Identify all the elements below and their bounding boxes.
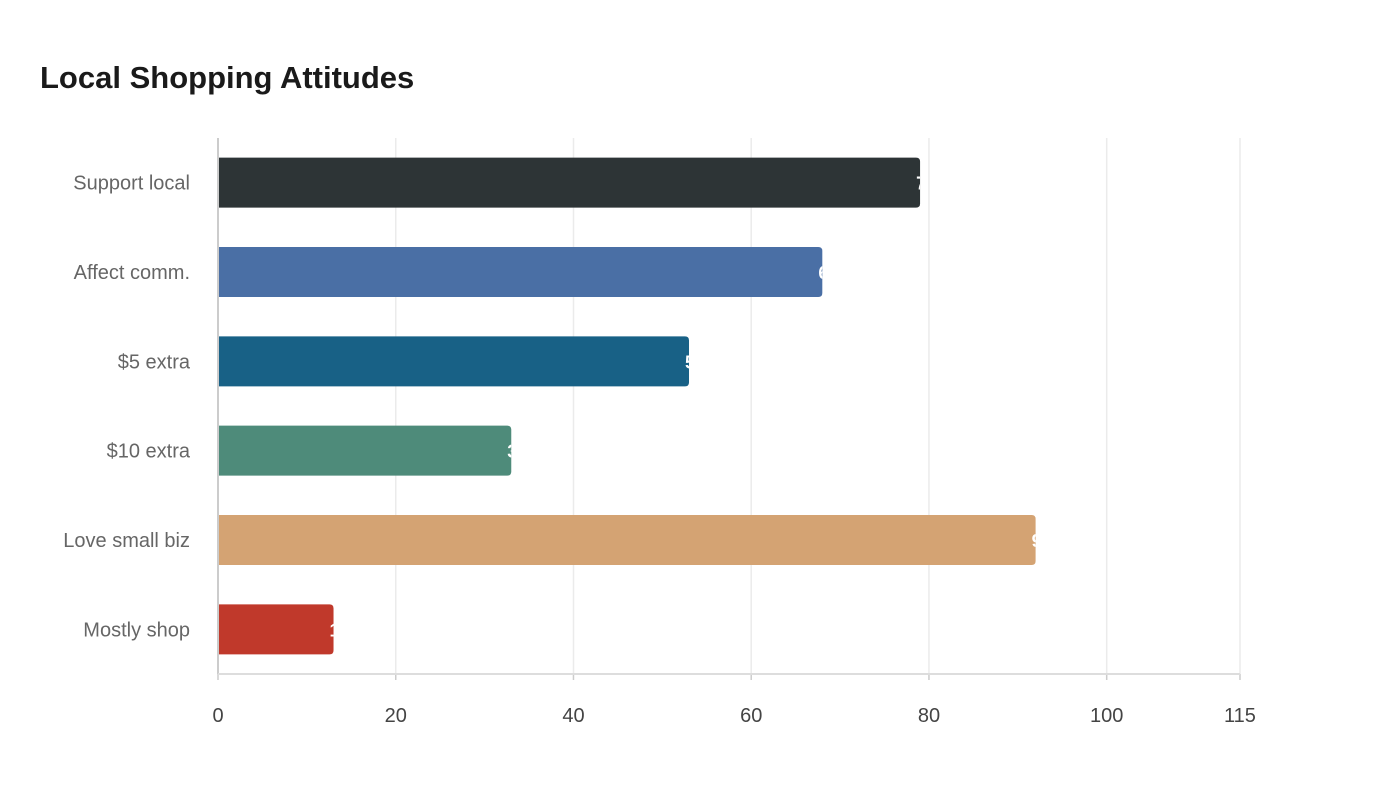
x-tick-label: 40 bbox=[562, 705, 584, 727]
x-tick-label: 0 bbox=[212, 705, 223, 727]
data-label: 79 bbox=[916, 174, 936, 194]
x-tick-label: 20 bbox=[385, 705, 407, 727]
category-label: $5 extra bbox=[118, 351, 191, 373]
gridlines bbox=[394, 138, 1241, 674]
category-label: Love small biz bbox=[63, 530, 190, 552]
axes bbox=[217, 138, 1241, 680]
bars bbox=[218, 157, 1036, 655]
data-label: 92 bbox=[1032, 531, 1052, 551]
bar bbox=[218, 515, 1036, 565]
data-label: 53 bbox=[685, 352, 705, 372]
x-tick-label: 115 bbox=[1224, 705, 1256, 727]
chart-title: Local Shopping Attitudes bbox=[40, 60, 415, 95]
labels: 0 20 40 60 80 100 115 Support local 79 Affect com… bbox=[63, 173, 1256, 727]
category-label: Mostly shop bbox=[83, 619, 190, 641]
bar bbox=[218, 425, 512, 476]
x-tick-label: 60 bbox=[740, 705, 762, 727]
data-label: 13 bbox=[330, 620, 350, 640]
category-label: Support local bbox=[73, 173, 190, 195]
category-label: $10 extra bbox=[107, 441, 191, 463]
data-label: 33 bbox=[507, 442, 527, 462]
bar bbox=[218, 247, 823, 297]
bar bbox=[218, 336, 690, 387]
x-tick-label: 80 bbox=[918, 705, 940, 727]
data-label: 68 bbox=[818, 263, 838, 283]
x-tick-label: 100 bbox=[1090, 705, 1123, 727]
bar bbox=[218, 157, 921, 208]
category-label: Affect comm. bbox=[74, 262, 190, 284]
bar bbox=[218, 604, 334, 655]
